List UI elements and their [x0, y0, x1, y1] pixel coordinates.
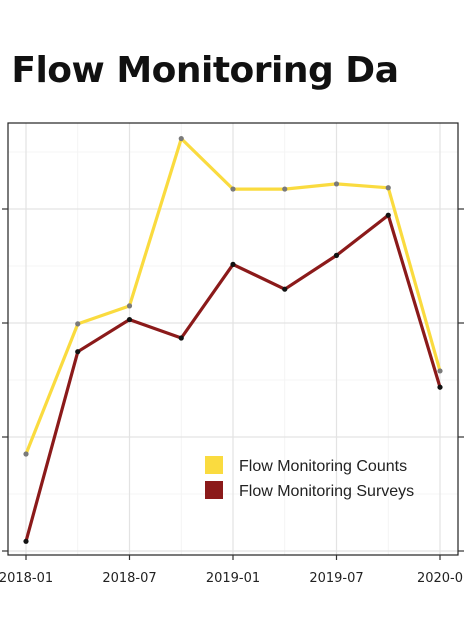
axis-ticks — [2, 208, 464, 560]
x-tick-label: 2019-01 — [206, 571, 260, 586]
series-1-point-0 — [23, 538, 29, 544]
series-0-point-2 — [126, 303, 133, 309]
chart-title-text: M Flow Monitoring Da — [0, 50, 399, 91]
legend-swatch-0 — [205, 456, 223, 474]
series-0-point-0 — [23, 451, 29, 457]
series-1-point-3 — [178, 335, 184, 341]
legend: Flow Monitoring Counts Flow Monitoring Su… — [205, 456, 414, 500]
series-1-point-4 — [230, 261, 236, 267]
series-0-point-1 — [75, 321, 81, 327]
x-tick-label: 2019-07 — [309, 571, 363, 586]
chart-title: M Flow Monitoring Da — [0, 50, 467, 100]
x-tick-label: 2018-07 — [102, 571, 156, 586]
series-1-point-6 — [333, 252, 340, 258]
series-0-point-7 — [385, 185, 391, 191]
series-1-point-7 — [385, 212, 391, 218]
x-tick-labels: 2018-01 2018-07 2019-01 2019-07 2020-0 — [0, 571, 463, 586]
series-layer — [23, 135, 443, 544]
grid-major — [8, 123, 458, 555]
legend-swatch-1 — [205, 481, 223, 499]
series-0-point-3 — [178, 135, 184, 142]
series-0-point-8 — [437, 368, 443, 374]
legend-label-1: Flow Monitoring Surveys — [239, 483, 414, 500]
x-tick-label: 2018-01 — [0, 571, 53, 586]
series-1-point-5 — [282, 286, 288, 292]
series-0-point-6 — [333, 181, 340, 187]
x-tick-label: 2020-0 — [417, 571, 463, 586]
series-1-point-2 — [126, 316, 133, 323]
legend-label-0: Flow Monitoring Counts — [239, 458, 407, 475]
series-0-point-4 — [230, 186, 236, 192]
series-1-point-8 — [437, 384, 443, 390]
series-0-point-5 — [282, 186, 288, 192]
series-1-point-1 — [75, 349, 81, 355]
